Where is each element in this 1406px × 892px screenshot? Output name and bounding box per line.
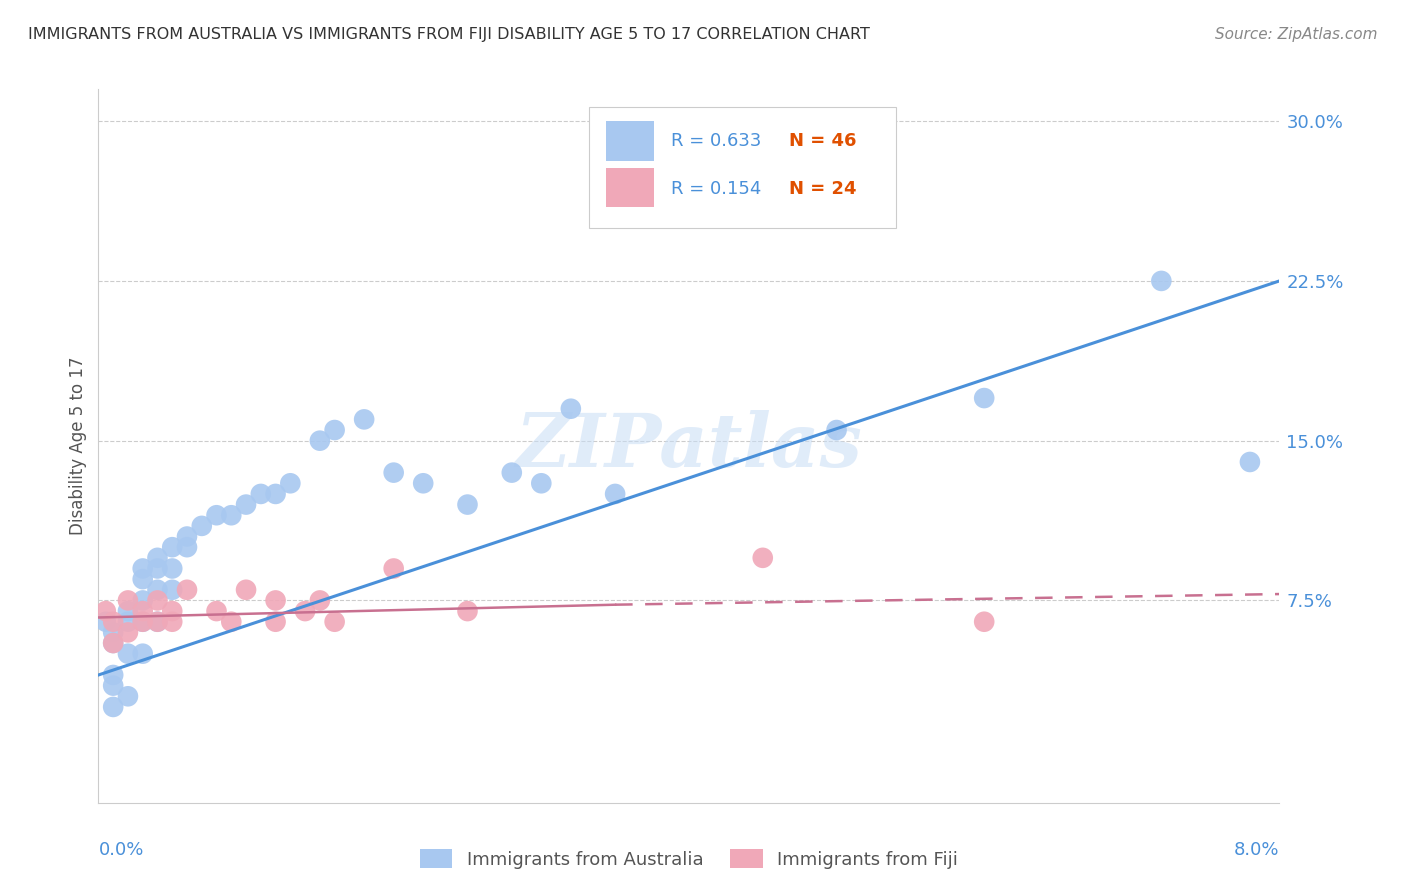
Text: IMMIGRANTS FROM AUSTRALIA VS IMMIGRANTS FROM FIJI DISABILITY AGE 5 TO 17 CORRELA: IMMIGRANTS FROM AUSTRALIA VS IMMIGRANTS … (28, 27, 870, 42)
Point (94, 604, 117, 618)
Point (132, 572, 155, 586)
Point (308, 434, 332, 448)
Point (353, 412, 375, 426)
Point (501, 466, 523, 480)
Point (308, 593, 332, 607)
Point (146, 561, 169, 575)
Point (294, 604, 316, 618)
Point (1239, 455, 1261, 469)
Point (530, 476, 553, 491)
Point (146, 615, 169, 629)
Point (560, 401, 582, 416)
Point (103, 625, 125, 640)
Text: 0.0%: 0.0% (98, 841, 143, 859)
Y-axis label: Disability Age 5 to 17: Disability Age 5 to 17 (69, 357, 87, 535)
Point (146, 593, 169, 607)
Point (323, 423, 346, 437)
Point (117, 593, 139, 607)
FancyBboxPatch shape (606, 121, 654, 161)
Point (94, 615, 117, 629)
Point (162, 540, 183, 554)
Point (117, 615, 139, 629)
Text: N = 24: N = 24 (789, 180, 856, 198)
Point (132, 593, 155, 607)
Point (103, 636, 125, 650)
Point (264, 487, 287, 501)
Point (973, 391, 995, 405)
Point (264, 593, 287, 607)
Point (250, 487, 273, 501)
Point (412, 476, 434, 491)
Point (103, 636, 125, 650)
Point (162, 561, 183, 575)
Point (132, 604, 155, 618)
Point (219, 508, 242, 523)
Point (132, 561, 155, 575)
Text: N = 46: N = 46 (789, 132, 856, 150)
Point (605, 487, 627, 501)
FancyBboxPatch shape (589, 107, 896, 228)
Point (162, 615, 183, 629)
Point (162, 604, 183, 618)
Point (205, 508, 228, 523)
Point (117, 625, 139, 640)
Point (707, 178, 730, 192)
Point (146, 615, 169, 629)
Text: R = 0.633: R = 0.633 (671, 132, 762, 150)
Point (235, 498, 257, 512)
Point (103, 668, 125, 682)
Point (103, 700, 125, 714)
Point (205, 604, 228, 618)
Point (264, 615, 287, 629)
Text: ZIPatlas: ZIPatlas (516, 409, 862, 483)
Text: Source: ZipAtlas.com: Source: ZipAtlas.com (1215, 27, 1378, 42)
Legend: Immigrants from Australia, Immigrants from Fiji: Immigrants from Australia, Immigrants fr… (412, 842, 966, 876)
Point (146, 550, 169, 565)
Point (103, 615, 125, 629)
Point (176, 529, 198, 543)
Point (323, 615, 346, 629)
Point (825, 423, 848, 437)
Point (103, 679, 125, 693)
Point (117, 604, 139, 618)
Point (191, 519, 214, 533)
Point (132, 615, 155, 629)
Text: R = 0.154: R = 0.154 (671, 180, 762, 198)
Point (117, 647, 139, 661)
Point (382, 561, 405, 575)
Point (382, 466, 405, 480)
Point (235, 582, 257, 597)
Point (751, 550, 773, 565)
Point (176, 540, 198, 554)
FancyBboxPatch shape (606, 168, 654, 207)
Text: 8.0%: 8.0% (1234, 841, 1279, 859)
Point (1150, 274, 1173, 288)
Point (132, 615, 155, 629)
Point (162, 582, 183, 597)
Point (456, 604, 478, 618)
Point (973, 615, 995, 629)
Point (117, 690, 139, 704)
Point (456, 498, 478, 512)
Point (278, 476, 302, 491)
Point (176, 582, 198, 597)
Point (146, 582, 169, 597)
Point (132, 647, 155, 661)
Point (219, 615, 242, 629)
